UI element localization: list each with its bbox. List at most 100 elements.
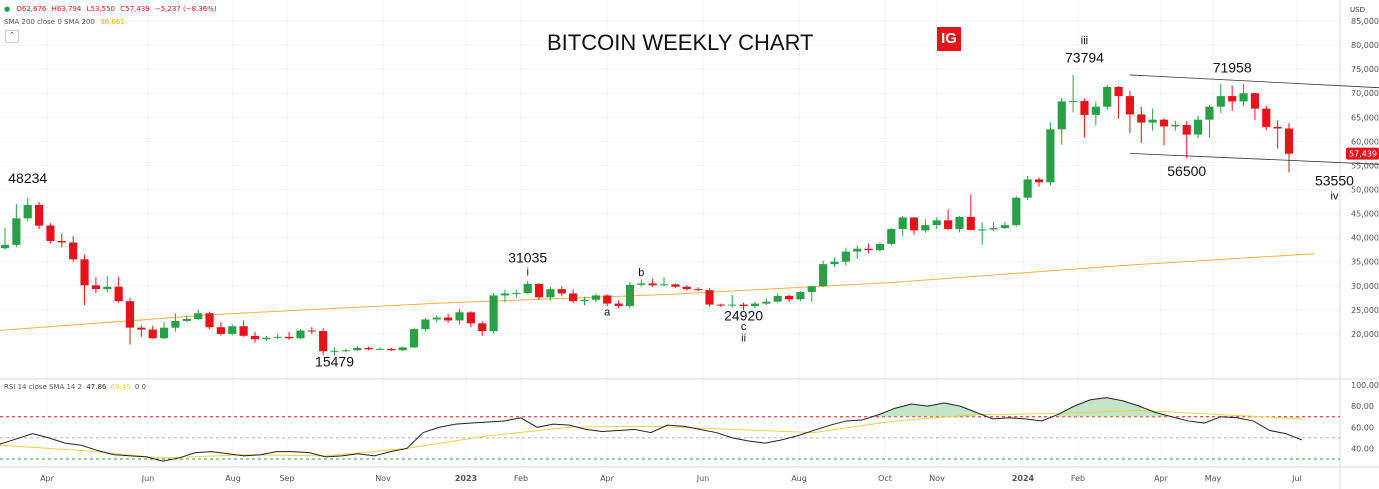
ohlc-readout: ● O62,676 H63,794 L53,550 C57,439 −5,237… (4, 5, 217, 13)
price-tick-label: 20,000 (1351, 330, 1379, 339)
candle-body (284, 336, 294, 339)
currency-label[interactable]: USD (1350, 6, 1365, 14)
candle-body (421, 319, 430, 330)
candle-body (1034, 179, 1044, 183)
annotation-label: i (526, 267, 528, 279)
annotation-label: ii (741, 333, 746, 345)
candle-body (1057, 101, 1066, 130)
candle-body (694, 289, 703, 291)
sma-label: SMA 200 close 0 SMA 200 (4, 18, 95, 26)
candle-body (1205, 106, 1214, 120)
candle-body (171, 320, 180, 328)
candle-body (830, 261, 839, 265)
candle-body (978, 229, 987, 231)
annotation-label: 56500 (1167, 163, 1206, 179)
rsi-tick-label: 80.00 (1351, 402, 1374, 411)
close-value: C57,439 (120, 5, 150, 13)
price-tick-label: 85,000 (1351, 17, 1379, 26)
candle-body (262, 337, 271, 340)
candle-body (194, 313, 203, 320)
sma-value: 36,661 (100, 18, 125, 26)
candle-body (353, 347, 362, 351)
channel-lower-line (1129, 152, 1379, 165)
candle-body (546, 289, 555, 298)
annotation-label: 48234 (8, 170, 47, 186)
candle-body (228, 326, 237, 334)
candle-body (478, 323, 487, 332)
candle-body (125, 301, 135, 328)
candle-body (1103, 86, 1112, 107)
chart-title: BITCOIN WEEKLY CHART (547, 30, 814, 55)
time-tick-label: Nov (929, 474, 945, 483)
time-tick-label: 2023 (455, 474, 477, 483)
annotation-label: b (638, 267, 644, 279)
time-tick-label: Apr (1154, 474, 1169, 483)
candle-body (57, 241, 66, 243)
candle-body (909, 217, 919, 231)
candle-body (307, 330, 316, 332)
rsi-tick-label: 40.00 (1351, 444, 1374, 453)
candle-body (864, 248, 873, 251)
candle-body (1114, 86, 1123, 97)
high-value: H63,794 (51, 5, 82, 13)
candle-body (569, 293, 578, 302)
candle-body (898, 217, 907, 229)
low-value: L53,550 (86, 5, 115, 13)
price-tick-label: 70,000 (1351, 89, 1379, 98)
price-tick-label: 80,000 (1351, 41, 1379, 50)
rsi-tick-label: 100.00 (1351, 381, 1379, 390)
candle-body (91, 285, 100, 290)
candle-body (466, 312, 475, 324)
candle-body (489, 295, 498, 332)
candle-body (1000, 225, 1010, 229)
annotation-label: 31035 (508, 250, 547, 266)
annotation-label: 71958 (1213, 60, 1252, 76)
candle-body (1148, 119, 1157, 123)
candle-body (819, 264, 828, 287)
candle-body (716, 304, 725, 306)
candle-body (523, 283, 532, 294)
rsi-overbought-fill (878, 402, 977, 417)
sma-legend[interactable]: SMA 200 close 0 SMA 200 36,661 (4, 18, 125, 26)
candle-body (205, 313, 214, 328)
rsi-extra: 0 0 (134, 383, 147, 391)
rsi-overbought-fill (1057, 397, 1172, 417)
candle-body (853, 248, 862, 252)
rsi-tick-label: 60.00 (1351, 423, 1374, 432)
chevron-up-icon[interactable]: ⌃ (5, 30, 19, 43)
time-tick-label: Apr (600, 474, 615, 483)
candle-body (148, 329, 157, 339)
candle-body (23, 204, 32, 219)
annotation-label: 53550 (1315, 173, 1354, 189)
candle-body (512, 293, 521, 295)
price-tick-label: 35,000 (1351, 258, 1379, 267)
candle-body (159, 327, 169, 339)
annotation-label: a (604, 307, 611, 319)
candle-body (1023, 179, 1032, 198)
candle-body (784, 295, 794, 300)
candle-body (0, 244, 10, 249)
candle-body (591, 295, 600, 300)
candle-body (773, 295, 782, 302)
annotation-label: 73794 (1065, 49, 1104, 65)
time-tick-label: Jul (1291, 474, 1302, 483)
price-tick-label: 75,000 (1351, 65, 1379, 74)
candle-body (250, 335, 260, 340)
candle-body (1250, 93, 1260, 109)
candle-body (216, 327, 225, 334)
candle-body (966, 216, 975, 230)
rsi-legend[interactable]: RSI 14 close SMA 14 2 47.86 69.45 0 0 (4, 383, 146, 391)
candle-body (1284, 128, 1294, 154)
price-tick-label: 50,000 (1351, 186, 1379, 195)
price-tick-label: 65,000 (1351, 113, 1379, 122)
candle-body (580, 299, 589, 302)
candle-body (1046, 129, 1055, 183)
candle-body (432, 317, 441, 320)
candle-body (1273, 126, 1282, 129)
annotation-label: c (741, 321, 747, 333)
candle-body (875, 243, 885, 251)
candle-body (330, 350, 339, 352)
rsi-sma-line (0, 409, 1303, 459)
candle-body (387, 348, 396, 351)
